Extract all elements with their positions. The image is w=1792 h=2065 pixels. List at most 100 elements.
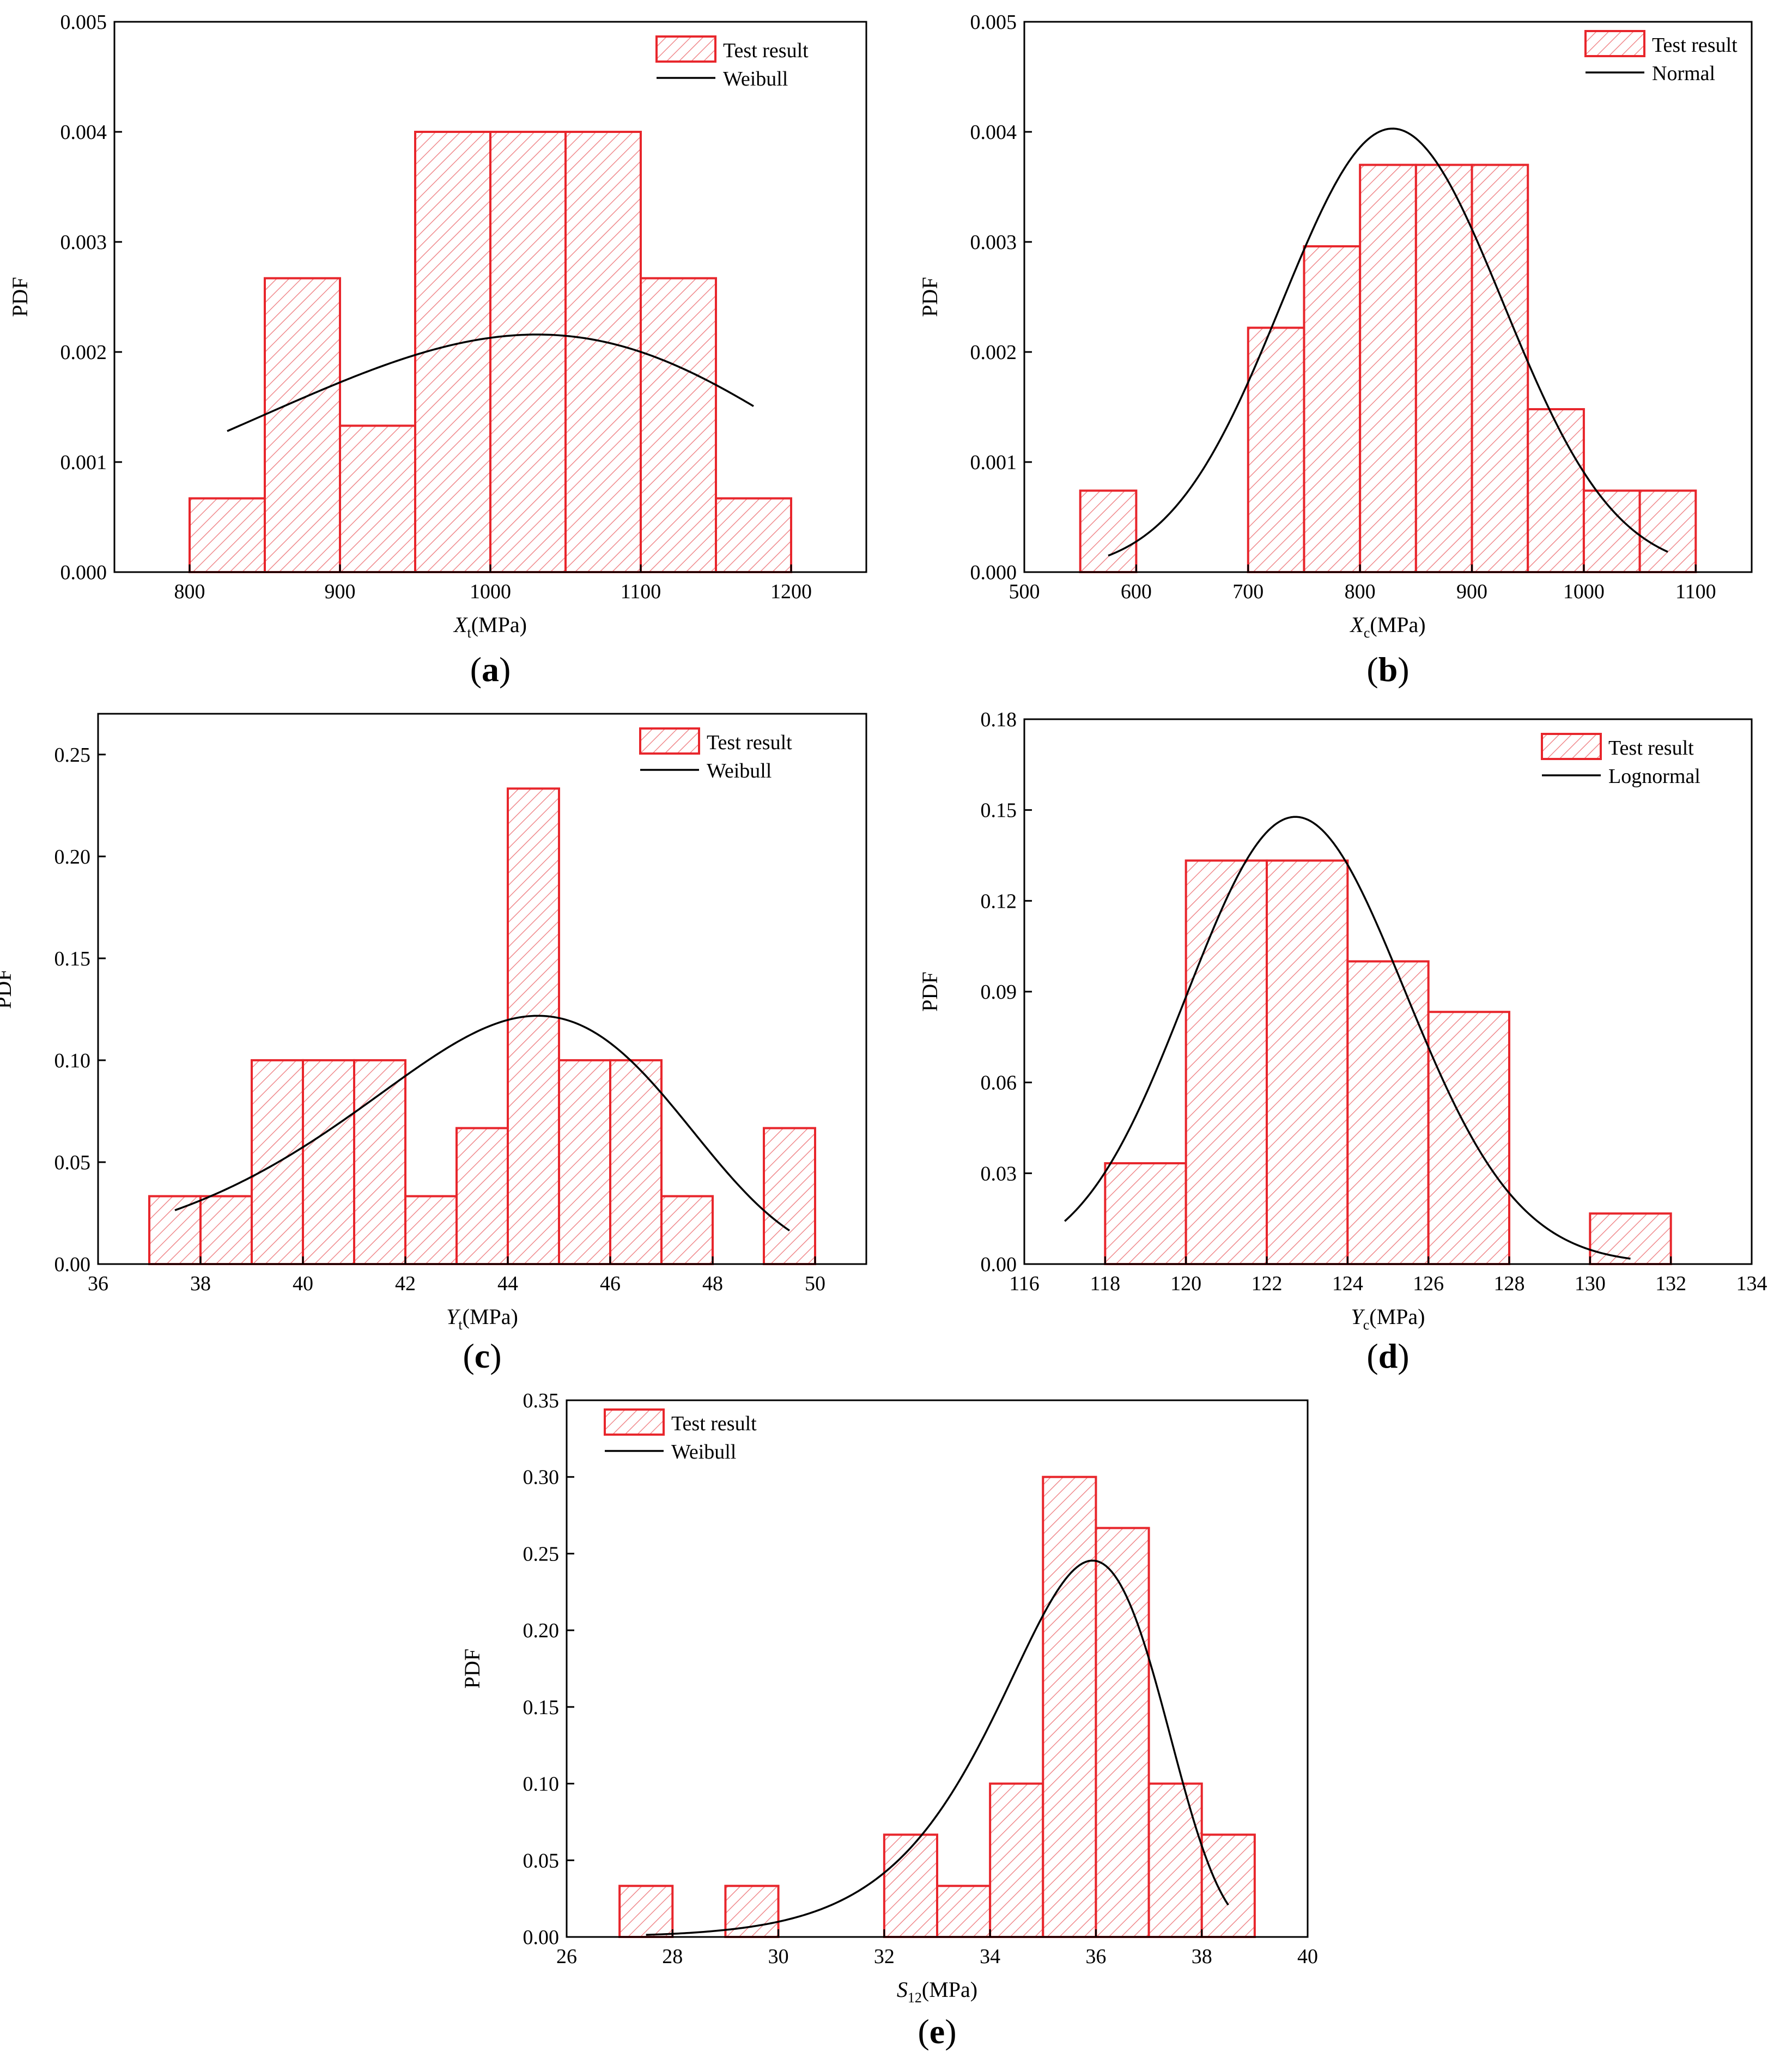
x-tick-label-c-5: 46 — [600, 1272, 621, 1295]
x-tick-label-a-0: 800 — [174, 580, 205, 603]
x-tick-label-b-0: 500 — [1009, 580, 1040, 603]
y-tick-label-e-0: 0.00 — [523, 1926, 560, 1949]
fit-curve-c — [174, 1015, 790, 1231]
y-tick-label-d-3: 0.09 — [981, 981, 1017, 1004]
axes-frame-b — [1023, 21, 1753, 573]
legend-label-test-result: Test result — [723, 39, 809, 62]
histogram-bar-d-0 — [1104, 1162, 1187, 1265]
y-tick-label-a-2: 0.002 — [60, 341, 107, 364]
y-tick-label-e-4: 0.20 — [523, 1619, 560, 1642]
y-tick-label-d-6: 0.18 — [981, 708, 1017, 731]
y-tick-label-a-1: 0.001 — [60, 451, 107, 474]
x-tick-label-a-1: 900 — [325, 580, 356, 603]
legend-swatch-histogram — [1584, 30, 1645, 57]
histogram-bar-a-7 — [715, 497, 792, 573]
y-tick-label-c-1: 0.05 — [54, 1151, 91, 1174]
x-axis-subscript: 12 — [908, 1990, 922, 2006]
x-tick-label-c-7: 50 — [805, 1272, 825, 1295]
x-axis-title-b: Xc(MPa) — [1349, 612, 1425, 641]
x-tick-label-e-2: 30 — [768, 1945, 789, 1968]
axes-frame-c — [97, 713, 867, 1265]
y-tick-label-c-5: 0.25 — [54, 744, 91, 767]
legend-label-fit: Weibull — [723, 68, 788, 90]
chart-panel-d: 116 118 120 122 124 126 128 130 132 134 0.00 0.03 0.… — [918, 708, 1767, 1375]
x-tick-label-b-1: 600 — [1121, 580, 1152, 603]
y-tick-label-d-5: 0.15 — [981, 799, 1017, 822]
x-tick-label-c-0: 36 — [88, 1272, 108, 1295]
y-tick-label-d-1: 0.03 — [981, 1162, 1017, 1185]
y-tick-label-e-3: 0.15 — [523, 1696, 560, 1719]
histogram-bar-b-2 — [1303, 245, 1362, 573]
x-tick-label-d-4: 124 — [1332, 1272, 1363, 1295]
y-tick-label-d-4: 0.12 — [981, 890, 1017, 913]
x-tick-label-d-7: 130 — [1575, 1272, 1606, 1295]
histogram-bar-b-3 — [1359, 163, 1417, 574]
y-tick-label-c-3: 0.15 — [54, 948, 91, 970]
y-tick-label-b-0: 0.000 — [970, 561, 1017, 584]
y-axis-title-c: PDF — [0, 969, 16, 1009]
x-tick-label-a-4: 1200 — [770, 580, 812, 603]
x-tick-label-d-5: 126 — [1413, 1272, 1444, 1295]
histogram-bar-c-5 — [404, 1195, 458, 1266]
x-axis-var: X — [1349, 612, 1364, 637]
y-tick-label-b-2: 0.002 — [970, 341, 1017, 364]
legend-d: Test result Lognormal — [1541, 733, 1700, 788]
x-tick-label-e-4: 34 — [980, 1945, 1000, 1968]
legend-label-test-result: Test result — [1608, 737, 1694, 760]
x-axis-var: X — [453, 612, 468, 637]
histogram-bar-d-5 — [1589, 1212, 1672, 1265]
x-axis-subscript: c — [1364, 625, 1370, 641]
histogram-bar-c-3 — [302, 1059, 355, 1265]
y-tick-label-a-5: 0.005 — [60, 11, 107, 34]
legend-swatch-histogram — [655, 35, 716, 63]
histogram-bar-a-4 — [489, 131, 567, 573]
y-axis-title-a: PDF — [8, 277, 32, 317]
histogram-bar-c-6 — [455, 1127, 509, 1266]
x-axis-unit: (MPa) — [463, 1304, 518, 1329]
histogram-bar-b-5 — [1471, 163, 1529, 574]
chart-panel-c: 36 38 40 42 44 46 48 50 0.00 0.05 0.10 0.15 0.20 0.25… — [0, 713, 867, 1375]
histogram-bar-a-2 — [339, 424, 416, 574]
y-tick-label-e-2: 0.10 — [523, 1773, 560, 1796]
histogram-bar-e-0 — [618, 1885, 674, 1938]
legend-label-test-result: Test result — [707, 731, 792, 754]
histogram-bar-d-1 — [1184, 859, 1268, 1265]
histogram-bar-a-1 — [264, 277, 341, 574]
axes-frame-e — [566, 1399, 1309, 1938]
x-tick-label-e-7: 40 — [1297, 1945, 1318, 1968]
x-tick-label-b-3: 800 — [1345, 580, 1376, 603]
histogram-bar-b-8 — [1638, 489, 1697, 574]
x-axis-subscript: c — [1363, 1317, 1370, 1333]
histogram-bar-c-0 — [148, 1195, 202, 1266]
x-tick-label-c-2: 40 — [293, 1272, 313, 1295]
x-tick-label-d-0: 116 — [1009, 1272, 1040, 1295]
x-tick-label-d-6: 128 — [1494, 1272, 1525, 1295]
y-tick-label-d-0: 0.00 — [981, 1253, 1017, 1276]
x-tick-label-d-8: 132 — [1655, 1272, 1686, 1295]
y-tick-label-e-6: 0.30 — [523, 1466, 560, 1489]
y-tick-label-a-4: 0.004 — [60, 121, 107, 144]
fit-curve-b — [1108, 127, 1668, 557]
y-tick-label-c-4: 0.20 — [54, 846, 91, 868]
histogram-bar-e-5 — [1042, 1475, 1097, 1939]
x-axis-title-a: Xt(MPa) — [453, 612, 527, 641]
legend-a: Test result Weibull — [655, 35, 809, 90]
y-tick-label-e-7: 0.35 — [523, 1389, 560, 1412]
x-tick-label-e-1: 28 — [662, 1945, 683, 1968]
legend-c: Test result Weibull — [639, 727, 792, 782]
histogram-bar-b-0 — [1079, 489, 1138, 574]
histogram-bar-a-6 — [640, 277, 717, 574]
y-tick-label-b-3: 0.003 — [970, 231, 1017, 254]
legend-label-fit: Weibull — [671, 1441, 736, 1463]
x-tick-label-d-1: 118 — [1090, 1272, 1121, 1295]
histogram-bar-e-3 — [936, 1885, 992, 1938]
x-axis-title-e: S12(MPa) — [897, 1977, 977, 2006]
histogram-bar-c-8 — [558, 1059, 611, 1265]
histogram-bar-c-10 — [660, 1195, 714, 1266]
x-tick-label-c-1: 38 — [190, 1272, 211, 1295]
x-tick-label-e-0: 26 — [556, 1945, 577, 1968]
x-tick-label-b-6: 1100 — [1675, 580, 1716, 603]
x-tick-label-e-6: 38 — [1192, 1945, 1212, 1968]
y-tick-label-b-4: 0.004 — [970, 121, 1017, 144]
x-tick-label-b-4: 900 — [1456, 580, 1487, 603]
